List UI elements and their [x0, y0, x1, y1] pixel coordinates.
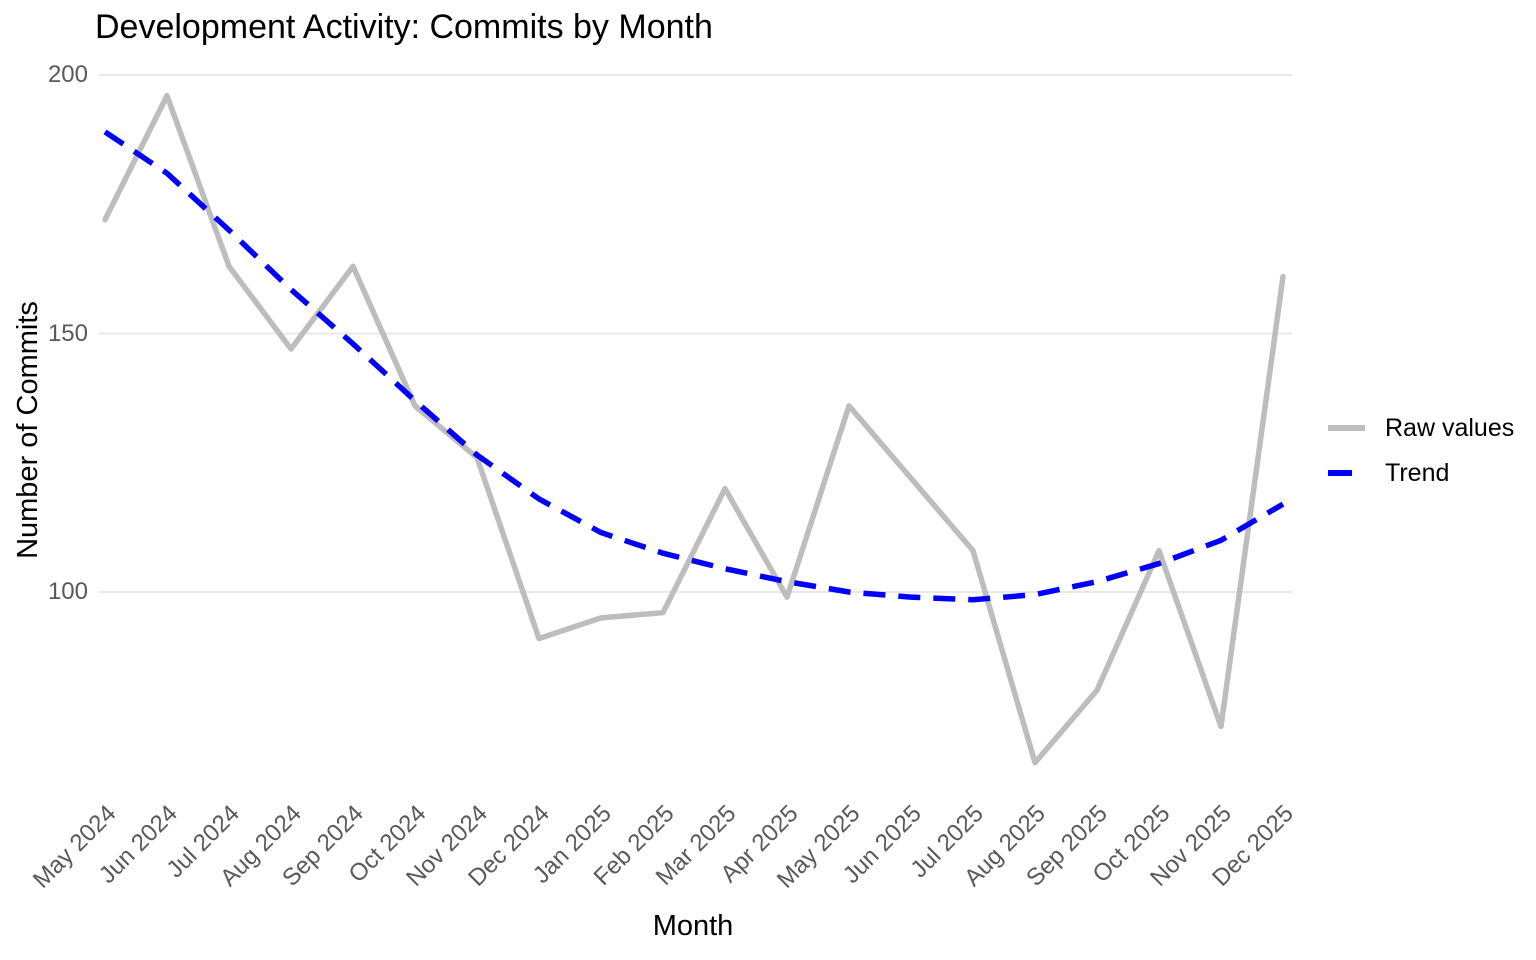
legend-item-raw-values: Raw values [1328, 413, 1514, 443]
y-axis-title: Number of Commits [12, 301, 44, 559]
legend: Raw values Trend [1328, 413, 1514, 503]
series-line-raw-values [102, 92, 1286, 766]
chart-title: Development Activity: Commits by Month [95, 8, 713, 46]
series-line-trend [103, 129, 1285, 603]
legend-label: Trend [1385, 458, 1450, 487]
legend-swatch-box [1328, 425, 1385, 431]
y-tick-label-100: 100 [47, 578, 88, 605]
legend-label: Raw values [1385, 413, 1515, 442]
x-axis-title: Month [652, 910, 734, 942]
y-tick-label-200: 200 [47, 61, 88, 88]
solid-line-swatch-icon [1328, 425, 1365, 431]
dashed-line-swatch-icon [1328, 470, 1352, 476]
legend-item-trend: Trend [1328, 458, 1514, 488]
y-tick-label-150: 150 [47, 319, 88, 347]
legend-swatch-box [1328, 470, 1385, 476]
